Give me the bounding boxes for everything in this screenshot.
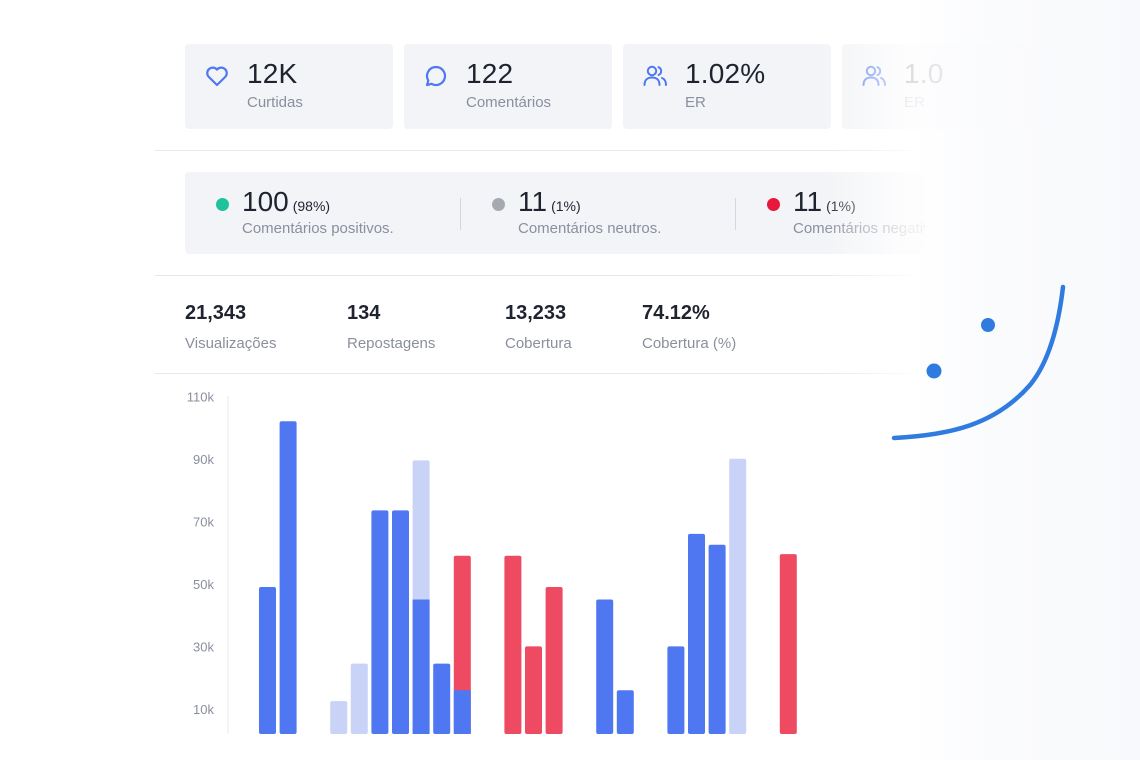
neutral-pct: (1%) bbox=[551, 198, 581, 214]
y-tick-label: 70k bbox=[193, 514, 214, 529]
chart-bar bbox=[525, 646, 542, 734]
chart-bar bbox=[504, 555, 522, 734]
sentiment-separator bbox=[735, 198, 736, 230]
comments-label: Comentários bbox=[466, 94, 552, 111]
y-tick-label: 90k bbox=[193, 452, 214, 467]
stat-card-er[interactable]: 1.02% ER bbox=[623, 44, 831, 129]
neutral-dot bbox=[492, 198, 505, 211]
er-value: 1.02% bbox=[685, 58, 766, 89]
views-value: 21,343 bbox=[185, 302, 247, 324]
er-label: ER bbox=[685, 94, 706, 111]
stat-card-likes[interactable]: 12K Curtidas bbox=[185, 44, 393, 129]
comments-value: 122 bbox=[466, 58, 514, 89]
likes-value: 12K bbox=[247, 58, 298, 89]
users-icon bbox=[862, 65, 886, 86]
bar-chart: 110k 90k 70k 50k 30k 10k bbox=[187, 390, 797, 734]
y-tick-label: 50k bbox=[193, 577, 214, 592]
reach-pct-value: 74.12% bbox=[642, 302, 710, 324]
reposts-label: Repostagens bbox=[347, 335, 436, 352]
users-icon bbox=[643, 65, 667, 86]
positive-label: Comentários positivos. bbox=[242, 220, 394, 237]
neutral-label: Comentários neutros. bbox=[518, 220, 662, 237]
y-tick-label: 110k bbox=[187, 390, 215, 404]
chart-bar bbox=[545, 587, 563, 734]
negative-dot bbox=[767, 198, 780, 211]
chart-bar bbox=[433, 663, 451, 734]
chart-bar bbox=[453, 555, 471, 734]
neutral-value-line: 11 (1%) bbox=[518, 186, 581, 218]
sentiment-panel: 100 (98%) Comentários positivos. 11 (1%) C… bbox=[185, 172, 925, 254]
speech-bubble-icon bbox=[425, 65, 447, 87]
chart-bar bbox=[779, 554, 797, 734]
chart-bar bbox=[708, 544, 726, 734]
chart-bar bbox=[667, 646, 685, 734]
stat-card-comments[interactable]: 122 Comentários bbox=[404, 44, 612, 129]
reposts-value: 134 bbox=[347, 302, 381, 324]
heart-icon bbox=[206, 66, 228, 87]
er-2-label: ER bbox=[904, 94, 925, 111]
neutral-value: 11 bbox=[518, 186, 548, 217]
chart-bar-segment bbox=[412, 599, 430, 734]
positive-dot bbox=[216, 198, 229, 211]
chart-bar bbox=[279, 421, 297, 734]
divider bbox=[155, 373, 915, 374]
positive-value: 100 bbox=[242, 186, 289, 217]
divider bbox=[155, 275, 915, 276]
smile-doodle-icon bbox=[891, 284, 1066, 441]
metric-reposts: 134 Repostagens bbox=[347, 302, 435, 352]
divider bbox=[155, 150, 915, 151]
chart-bar bbox=[371, 510, 389, 734]
reach-label: Cobertura bbox=[505, 335, 572, 352]
chart-bar bbox=[259, 587, 276, 734]
negative-value-line: 11 (1%) bbox=[793, 186, 856, 218]
negative-pct: (1%) bbox=[826, 198, 856, 214]
stat-card-er-2[interactable]: 1.0 ER bbox=[842, 44, 1050, 129]
likes-label: Curtidas bbox=[247, 94, 303, 111]
chart-bar bbox=[330, 701, 348, 734]
negative-label: Comentários negativos. bbox=[793, 220, 925, 237]
y-tick-label: 30k bbox=[193, 639, 214, 654]
chart-bar bbox=[350, 663, 368, 734]
chart-bar bbox=[616, 690, 634, 734]
y-tick-label: 10k bbox=[193, 702, 214, 717]
positive-value-line: 100 (98%) bbox=[242, 186, 330, 218]
metric-views: 21,343 Visualizações bbox=[185, 302, 276, 352]
negative-value: 11 bbox=[793, 186, 823, 217]
reach-pct-label: Cobertura (%) bbox=[642, 335, 737, 352]
chart-bar bbox=[596, 599, 614, 734]
positive-pct: (98%) bbox=[292, 198, 331, 214]
reach-value: 13,233 bbox=[505, 302, 567, 324]
metric-reach-pct: 74.12% Cobertura (%) bbox=[642, 302, 736, 352]
er-2-value: 1.0 bbox=[904, 58, 944, 89]
views-label: Visualizações bbox=[185, 335, 277, 352]
chart-bar-segment bbox=[453, 690, 471, 734]
sentiment-separator bbox=[460, 198, 461, 230]
chart-bar bbox=[392, 510, 409, 734]
chart-bar bbox=[729, 458, 747, 734]
metric-reach: 13,233 Cobertura bbox=[505, 302, 572, 352]
chart-bar bbox=[688, 533, 705, 734]
